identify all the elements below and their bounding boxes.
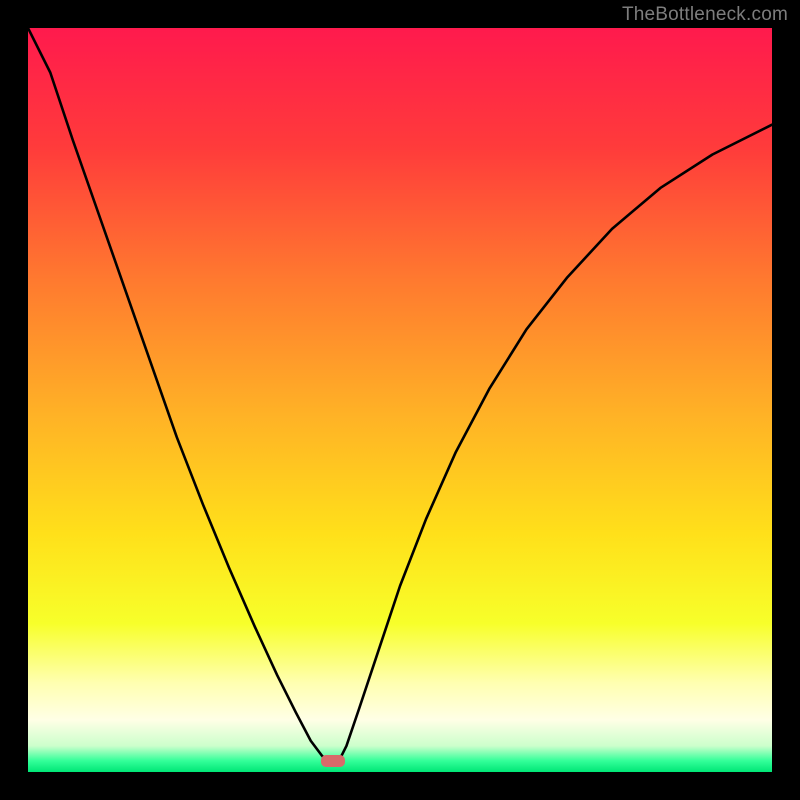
minimum-marker [321, 755, 345, 767]
plot-area [28, 28, 772, 772]
gradient-background [28, 28, 772, 772]
watermark-text: TheBottleneck.com [622, 4, 788, 26]
chart-stage: TheBottleneck.com [0, 0, 800, 800]
